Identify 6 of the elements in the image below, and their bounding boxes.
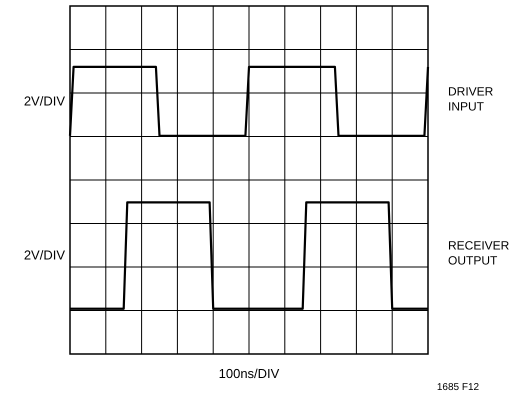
series-label: DRIVER INPUT [448,84,494,114]
x-axis-title: 100ns/DIV [218,366,280,381]
text: RECEIVER OUTPUT [448,238,510,268]
text: 2V/DIV [24,248,66,263]
text: 1685 F12 [436,382,480,393]
text: 2V/DIV [24,93,66,108]
